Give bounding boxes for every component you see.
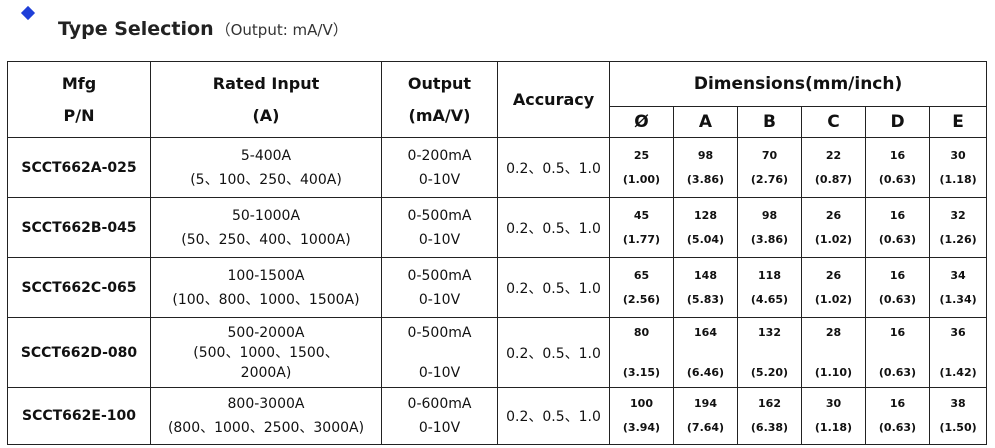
rated-input: 800-3000A (800、1000、2500、3000A) — [150, 387, 382, 445]
part-number: SCCT662A-025 — [7, 137, 151, 198]
dim-col-e: E — [928, 106, 988, 138]
dim-col-diameter: Ø — [609, 106, 674, 138]
dim-b: 70 (2.76) — [737, 137, 802, 198]
dim-b: 98 (3.86) — [737, 197, 802, 258]
header-dimensions: Dimensions(mm/inch) — [608, 61, 988, 107]
section-heading: Type Selection （Output: mA/V） — [58, 18, 348, 40]
header-accuracy: Accuracy — [497, 61, 610, 138]
part-number: SCCT662B-045 — [7, 197, 151, 258]
dim-d: 16 (0.63) — [865, 317, 930, 388]
rated-input: 5-400A (5、100、250、400A) — [150, 137, 382, 198]
accuracy: 0.2、0.5、1.0 — [497, 317, 610, 388]
dim-c: 26 (1.02) — [801, 197, 866, 258]
output: 0-200mA 0-10V — [381, 137, 498, 198]
dim-diameter: 25 (1.00) — [609, 137, 674, 198]
dim-diameter: 65 (2.56) — [609, 257, 674, 318]
dim-diameter: 45 (1.77) — [609, 197, 674, 258]
dim-col-c: C — [801, 106, 866, 138]
dim-d: 16 (0.63) — [865, 257, 930, 318]
accuracy: 0.2、0.5、1.0 — [497, 257, 610, 318]
dim-e: 32 (1.26) — [928, 197, 988, 258]
dim-c: 30 (1.18) — [801, 387, 866, 445]
dim-d: 16 (0.63) — [865, 137, 930, 198]
header-output: Output (mA/V) — [381, 61, 498, 138]
dim-c: 26 (1.02) — [801, 257, 866, 318]
output: 0-500mA 0-10V — [381, 317, 498, 388]
output: 0-500mA 0-10V — [381, 197, 498, 258]
header-rated-input: Rated Input (A) — [150, 61, 382, 138]
accuracy: 0.2、0.5、1.0 — [497, 387, 610, 445]
diamond-bullet-icon — [20, 5, 36, 21]
dim-d: 16 (0.63) — [865, 197, 930, 258]
dim-c: 22 (0.87) — [801, 137, 866, 198]
dim-a: 98 (3.86) — [673, 137, 738, 198]
dim-diameter: 100 (3.94) — [609, 387, 674, 445]
output: 0-500mA 0-10V — [381, 257, 498, 318]
rated-input: 50-1000A (50、250、400、1000A) — [150, 197, 382, 258]
table-row: SCCT662E-100 800-3000A (800、1000、2500、30… — [7, 387, 988, 445]
rated-input: 100-1500A (100、800、1000、1500A) — [150, 257, 382, 318]
dim-b: 132 (5.20) — [737, 317, 802, 388]
dim-diameter: 80 (3.15) — [609, 317, 674, 388]
dim-b: 162 (6.38) — [737, 387, 802, 445]
dim-d: 16 (0.63) — [865, 387, 930, 445]
section-subtitle: （Output: mA/V） — [215, 21, 348, 39]
dim-a: 164 (6.46) — [673, 317, 738, 388]
output: 0-600mA 0-10V — [381, 387, 498, 445]
dim-a: 194 (7.64) — [673, 387, 738, 445]
accuracy: 0.2、0.5、1.0 — [497, 137, 610, 198]
dim-e: 34 (1.34) — [928, 257, 988, 318]
dim-e: 30 (1.18) — [928, 137, 988, 198]
table-row: SCCT662C-065 100-1500A (100、800、1000、150… — [7, 257, 988, 318]
type-selection-table: Mfg P/N Rated Input (A) Output (mA/V) Ac… — [7, 61, 988, 445]
part-number: SCCT662C-065 — [7, 257, 151, 318]
header-mfg-pn: Mfg P/N — [7, 61, 151, 138]
dim-b: 118 (4.65) — [737, 257, 802, 318]
dim-col-b: B — [737, 106, 802, 138]
dim-col-d: D — [865, 106, 930, 138]
rated-input: 500-2000A (500、1000、1500、 2000A) — [150, 317, 382, 388]
table-row: SCCT662D-080 500-2000A (500、1000、1500、 2… — [7, 317, 988, 388]
section-title: Type Selection — [58, 18, 214, 40]
part-number: SCCT662D-080 — [7, 317, 151, 388]
accuracy: 0.2、0.5、1.0 — [497, 197, 610, 258]
dim-a: 128 (5.04) — [673, 197, 738, 258]
dim-col-a: A — [673, 106, 738, 138]
dim-e: 36 (1.42) — [928, 317, 988, 388]
dim-a: 148 (5.83) — [673, 257, 738, 318]
part-number: SCCT662E-100 — [7, 387, 151, 445]
table-row: SCCT662A-025 5-400A (5、100、250、400A) 0-2… — [7, 137, 988, 198]
dim-c: 28 (1.10) — [801, 317, 866, 388]
table-row: SCCT662B-045 50-1000A (50、250、400、1000A)… — [7, 197, 988, 258]
dim-e: 38 (1.50) — [928, 387, 988, 445]
